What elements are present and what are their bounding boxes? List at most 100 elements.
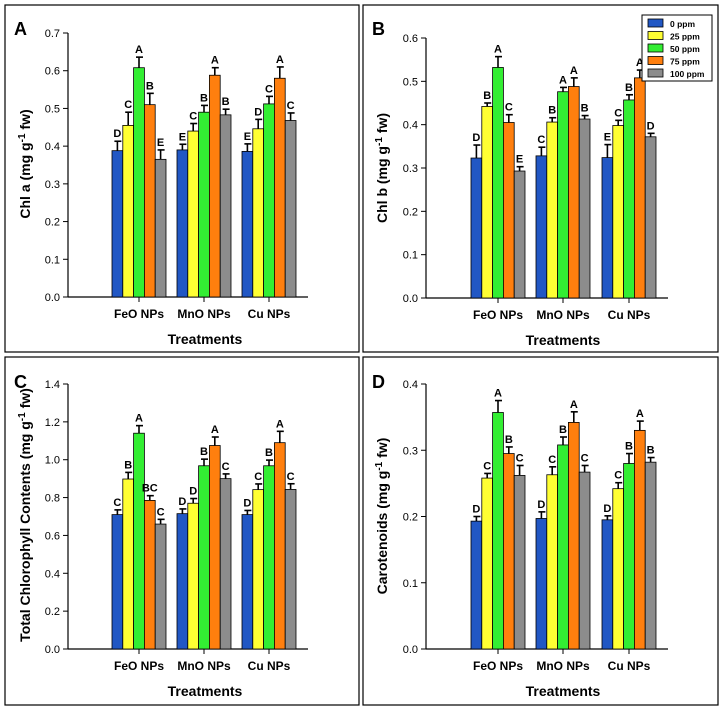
significance-letter: D	[178, 496, 186, 508]
significance-letter: B	[200, 446, 208, 458]
significance-letter: D	[254, 106, 262, 118]
significance-letter: C	[157, 506, 165, 518]
bar	[492, 67, 504, 299]
legend: 0 ppm 25 ppm 50 ppm 75 ppm 100 ppm	[641, 14, 713, 82]
panel-b-ylabel: Chl b (mg g-1 fw)	[374, 113, 390, 223]
y-tick-label: 0.2	[403, 206, 418, 218]
significance-letter: A	[211, 55, 219, 67]
significance-letter: E	[604, 132, 611, 144]
bar	[502, 122, 515, 299]
significance-letter: D	[603, 503, 611, 515]
bar	[601, 519, 614, 650]
y-tick-label: 0.1	[45, 254, 60, 266]
significance-letter: A	[570, 399, 578, 411]
y-tick-label: 0.0	[403, 644, 418, 656]
legend-label: 0 ppm	[670, 19, 695, 29]
significance-letter: A	[494, 44, 502, 56]
bar	[176, 149, 189, 298]
bar	[481, 477, 493, 650]
significance-letter: A	[276, 54, 284, 66]
significance-letter: D	[243, 497, 251, 509]
significance-letter: B	[559, 424, 567, 436]
panel-d-ylabel: Carotenoids (mg g-1 fw)	[374, 438, 390, 595]
significance-letter: C	[581, 452, 589, 464]
significance-letter: E	[179, 131, 186, 143]
significance-letter: C	[505, 102, 513, 114]
bar	[241, 151, 254, 298]
significance-letter: C	[614, 107, 622, 119]
bar	[612, 125, 624, 299]
significance-letter: E	[157, 137, 164, 149]
bar	[623, 99, 635, 299]
bar	[133, 67, 145, 298]
y-tick-label: 0.3	[403, 445, 418, 457]
significance-letter: A	[636, 57, 644, 69]
significance-letter: BC	[142, 483, 158, 495]
bar	[111, 514, 124, 650]
category-label-cu: Cu NPs	[248, 307, 291, 321]
legend-label: 100 ppm	[670, 69, 705, 79]
significance-letter: C	[287, 100, 295, 112]
panel-a-xlabel: Treatments	[168, 331, 243, 347]
y-tick-label: 0.0	[403, 293, 418, 305]
panel-c-xlabel: Treatments	[168, 683, 243, 699]
bar	[578, 471, 591, 650]
significance-letter: E	[516, 154, 523, 166]
bar	[557, 444, 569, 650]
bar	[111, 150, 124, 298]
significance-letter: C	[548, 454, 556, 466]
bar	[470, 157, 483, 299]
significance-letter: B	[483, 90, 491, 102]
significance-letter: A	[559, 74, 567, 86]
panel-d-frame	[362, 356, 719, 706]
bar	[612, 488, 624, 650]
legend-swatch	[647, 43, 664, 53]
bar	[601, 157, 614, 299]
panel-b-letter: B	[372, 19, 385, 39]
significance-letter: D	[472, 132, 480, 144]
category-label-feo: FeO NPs	[114, 307, 164, 321]
category-label-feo: FeO NPs	[473, 659, 523, 673]
significance-letter: C	[516, 452, 524, 464]
bar	[513, 170, 526, 299]
significance-letter: B	[146, 80, 154, 92]
bar	[122, 125, 135, 298]
panel-b-plot: 0.0 0.1 0.2 0.3 0.4 0.5 0.6 FeO NPs MnO NPs Cu NP…	[403, 33, 668, 322]
y-tick-label: 0.6	[45, 530, 60, 542]
panel-b-frame	[362, 4, 719, 353]
y-tick-label: 0.4	[45, 141, 60, 153]
y-tick-label: 1.4	[45, 379, 60, 391]
y-tick-label: 0.4	[45, 568, 60, 580]
bar	[143, 500, 156, 650]
y-tick-label: 0.0	[45, 292, 60, 304]
bar	[219, 114, 232, 298]
bar	[187, 502, 200, 650]
y-tick-label: 0.1	[403, 578, 418, 590]
y-tick-label: 0.1	[403, 250, 418, 262]
bar	[263, 103, 275, 298]
significance-letter: C	[254, 471, 262, 483]
y-tick-label: 0.6	[403, 33, 418, 45]
bar	[546, 121, 558, 299]
legend-swatch	[647, 68, 664, 78]
bar	[284, 489, 297, 650]
significance-letter: A	[135, 413, 143, 425]
significance-letter: C	[265, 83, 273, 95]
panel-d-letter: D	[372, 372, 385, 392]
bar	[154, 523, 167, 650]
panel-c-frame	[4, 356, 360, 706]
y-tick-label: 0.8	[45, 493, 60, 505]
y-tick-label: 0.3	[403, 163, 418, 175]
bar	[154, 158, 167, 298]
bar	[176, 513, 189, 650]
bar	[492, 412, 504, 650]
category-label-mno: MnO NPs	[177, 307, 231, 321]
y-tick-label: 1.0	[45, 455, 60, 467]
significance-letter: C	[614, 470, 622, 482]
significance-letter: B	[625, 441, 633, 453]
legend-label: 25 ppm	[670, 32, 700, 42]
significance-letter: C	[113, 497, 121, 509]
bar	[208, 74, 221, 298]
significance-letter: B	[505, 434, 513, 446]
